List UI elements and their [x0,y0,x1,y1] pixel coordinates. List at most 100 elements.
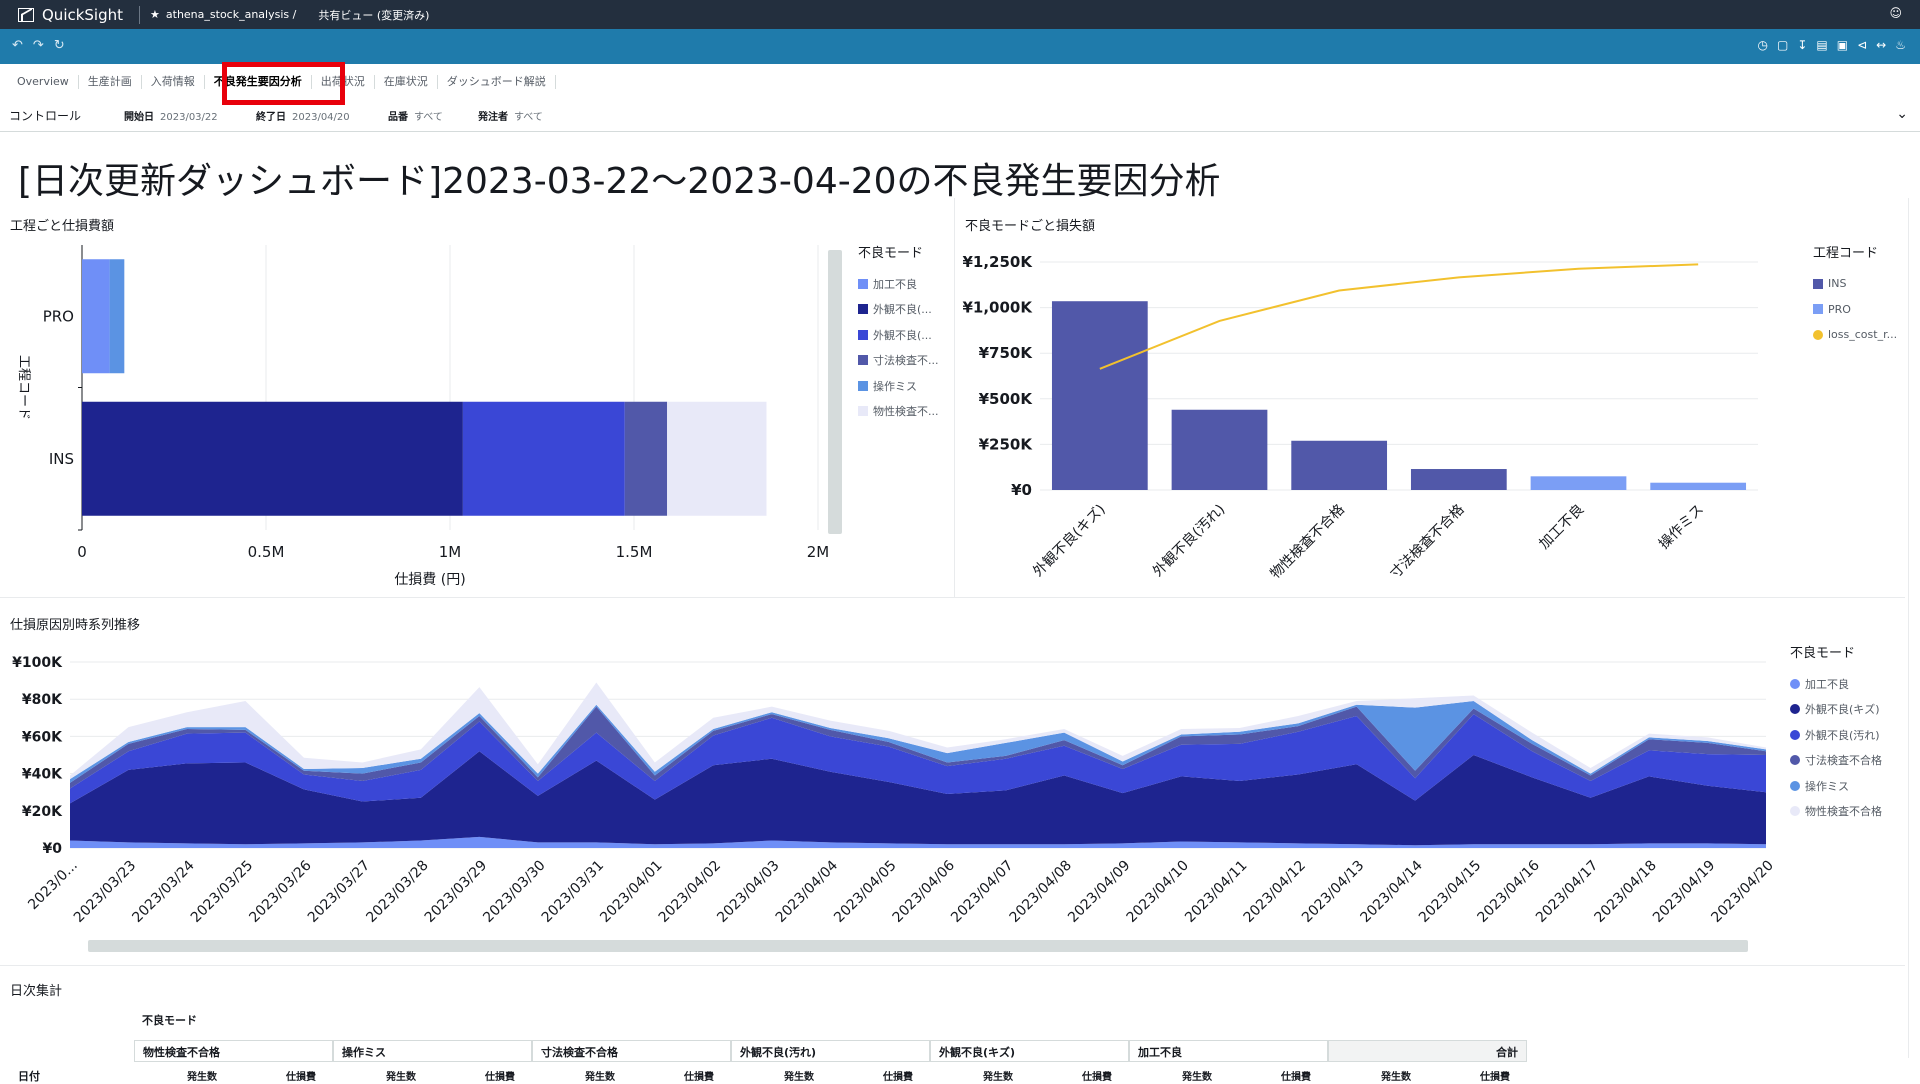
user-icon[interactable]: ☺ [1889,6,1902,20]
reset-icon[interactable]: ↻ [53,38,65,53]
chart2-legend: 工程コード INS PRO loss_cost_r... [1813,242,1897,348]
table-subheader-count: 発生数 [784,1072,814,1083]
chart2-bar [1410,469,1507,490]
export-icon[interactable]: ↧ [1797,38,1808,52]
top-bar: QuickSight ★ athena_stock_analysis / 共有ビ… [0,0,1920,29]
chart3-legend-item[interactable]: 外観不良(汚れ) [1790,722,1882,748]
chart1-x-tick: 0 [77,543,87,561]
legend-swatch [1790,678,1800,689]
chart3-y-tick: ¥40K [22,767,63,783]
chart1-legend-item[interactable]: 操作ミス [858,373,939,399]
quicksight-logo[interactable]: QuickSight [0,6,123,24]
legend-swatch [1790,780,1800,791]
chart3-legend-item[interactable]: 物性検査不合格 [1790,799,1882,825]
table-column-header[interactable]: 外観不良(汚れ) [731,1040,930,1062]
clock-icon[interactable]: ◷ [1757,38,1769,52]
table-subheader-count: 発生数 [585,1072,615,1083]
table-subheader-cost: 仕損費 [883,1072,913,1083]
chart2-bar [1530,476,1627,490]
chevron-down-icon[interactable]: ⌄ [1896,106,1908,122]
legend-swatch [1790,755,1800,766]
table-column-header[interactable]: 操作ミス [333,1040,532,1062]
chart2-title: 不良モードごと損失額 [965,219,1096,234]
chart3-horizontal-scrollbar[interactable] [88,940,1748,952]
chart2-y-tick: ¥1,000K [962,299,1033,317]
chart2-y-tick: ¥750K [979,344,1034,362]
data-icon[interactable]: ▤ [1816,38,1828,52]
chart2-legend-item[interactable]: INS [1813,271,1897,297]
table-column-header[interactable]: 物性検査不合格 [134,1040,333,1062]
bookmark-icon[interactable]: ▢ [1777,38,1789,52]
save-icon[interactable]: ▣ [1836,38,1849,52]
tab-overview[interactable]: Overview [8,75,79,89]
chart3-x-tick: 2023/04/12 [1241,858,1309,926]
quicksight-logo-icon [18,7,34,22]
end-date-control[interactable]: 終了日 2023/04/20 [256,108,350,123]
tab-production-plan[interactable]: 生産計画 [79,75,142,89]
sheet-tabs: Overview 生産計画 入荷情報 不良発生要因分析 出荷状況 在庫状況 ダッ… [0,64,1920,100]
tab-receiving[interactable]: 入荷情報 [142,75,205,89]
legend-label: PRO [1828,302,1851,316]
table-subheader-count: 発生数 [983,1072,1013,1083]
chart3-x-tick: 2023/04/19 [1650,858,1718,926]
start-date-value[interactable]: 2023/03/22 [160,112,218,123]
legend-label: INS [1828,277,1847,291]
item-control[interactable]: 品番 すべて [388,108,443,123]
table-subheader-cost: 仕損費 [684,1072,714,1083]
chart2-legend-item[interactable]: loss_cost_r... [1813,322,1897,348]
table-subheader-cost: 仕損費 [286,1072,316,1083]
chart3-legend-item[interactable]: 寸法検査不合格 [1790,748,1882,774]
table-column-header[interactable]: 外観不良(キズ) [930,1040,1129,1062]
legend-swatch [1813,329,1823,340]
chart3-x-tick: 2023/04/18 [1591,858,1659,926]
table-subheader-count: 発生数 [1381,1072,1411,1083]
table-column-header[interactable]: 加工不良 [1129,1040,1328,1062]
chart3-x-tick: 2023/04/15 [1416,858,1484,926]
bell-icon[interactable]: ♨ [1895,38,1906,52]
chart3-y-tick: ¥60K [22,729,63,745]
legend-label: 寸法検査不... [873,354,939,368]
end-date-value[interactable]: 2023/04/20 [292,112,350,123]
breadcrumb[interactable]: ★ athena_stock_analysis / [150,8,296,21]
panel-divider [0,597,1905,598]
fit-icon[interactable]: ↔ [1876,38,1887,52]
star-icon[interactable]: ★ [150,8,160,21]
redo-icon[interactable]: ↷ [32,38,44,53]
legend-swatch [858,304,868,315]
vendor-control[interactable]: 発注者 すべて [478,108,543,123]
chart3-x-tick: 2023/04/02 [656,858,724,926]
chart3-legend-item[interactable]: 加工不良 [1790,671,1882,697]
chart3-legend-item[interactable]: 外観不良(キズ) [1790,697,1882,723]
legend-swatch [858,329,868,340]
chart3-x-tick: 2023/04/03 [714,858,782,926]
chart1-legend-item[interactable]: 寸法検査不... [858,348,939,374]
chart3-x-tick: 2023/0... [25,858,81,914]
share-icon[interactable]: ⊲ [1857,38,1868,52]
vendor-value[interactable]: すべて [514,112,543,123]
breadcrumb-analysis[interactable]: athena_stock_analysis / [165,8,297,21]
tab-defect-analysis[interactable]: 不良発生要因分析 [205,75,312,89]
item-value[interactable]: すべて [414,112,443,123]
page-scrollbar[interactable] [1908,198,1909,1058]
chart2-y-tick: ¥250K [979,435,1034,453]
tab-inventory[interactable]: 在庫状況 [375,75,438,89]
chart1-legend-item[interactable]: 外観不良(... [858,297,939,323]
chart1-legend-item[interactable]: 加工不良 [858,271,939,297]
table-column-header[interactable]: 寸法検査不合格 [532,1040,731,1062]
legend-label: 外観不良(キズ) [1805,703,1880,717]
chart1-legend-item[interactable]: 物性検査不... [858,399,939,425]
table-column-header[interactable]: 合計 [1328,1040,1527,1062]
chart2-legend-item[interactable]: PRO [1813,297,1897,323]
chart3-x-tick: 2023/04/08 [1007,858,1075,926]
chart1-bar-segment [624,401,668,516]
legend-label: 外観不良(... [873,303,932,317]
table-subheader-cost: 仕損費 [1480,1072,1510,1083]
tab-dashboard-guide[interactable]: ダッシュボード解説 [438,75,556,89]
chart3-legend-item[interactable]: 操作ミス [1790,773,1882,799]
undo-icon[interactable]: ↶ [12,38,23,53]
table-subheader-cost: 仕損費 [1281,1072,1311,1083]
chart1-legend-item[interactable]: 外観不良(... [858,322,939,348]
chart1-legend-scrollbar[interactable] [828,250,842,534]
start-date-control[interactable]: 開始日 2023/03/22 [124,108,218,123]
end-date-label: 終了日 [256,112,286,123]
